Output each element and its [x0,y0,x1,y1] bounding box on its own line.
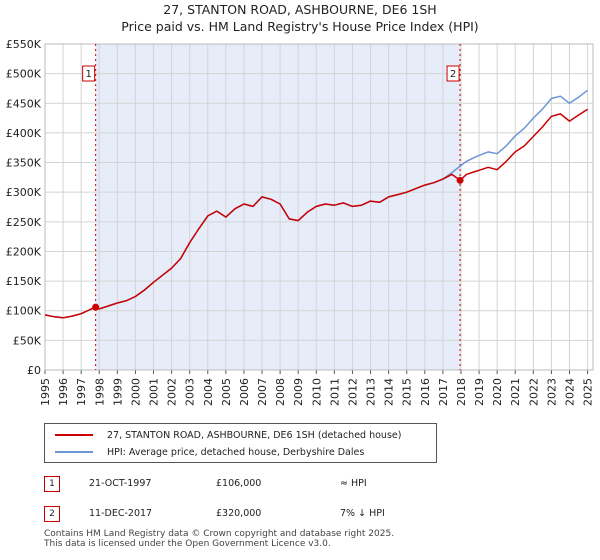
sale-date: 21-OCT-1997 [89,478,152,489]
sale-date: 11-DEC-2017 [89,508,153,519]
y-tick-label: £450K [6,97,42,110]
x-tick-label: 1999 [111,378,124,406]
x-tick-label: 2017 [437,378,450,406]
x-tick-label: 2011 [328,378,341,406]
y-tick-label: £0 [27,364,41,377]
legend-swatch-hpi [55,451,93,453]
sale-annotation-box: 2 [446,65,460,82]
x-tick-label: 2009 [292,378,305,406]
x-tick-label: 2022 [527,378,540,406]
x-tick-label: 2020 [491,378,504,406]
price-paid-line [44,108,589,319]
annotation-box [82,65,96,82]
footer-attribution: Contains HM Land Registry data © Crown c… [44,529,394,549]
legend: 27, STANTON ROAD, ASHBOURNE, DE6 1SH (de… [44,423,437,463]
legend-label-hpi: HPI: Average price, detached house, Derb… [107,446,365,458]
x-tick-label: 2021 [509,378,522,406]
x-tick-label: 2016 [419,378,432,406]
sale-point [92,303,100,311]
legend-item-price: 27, STANTON ROAD, ASHBOURNE, DE6 1SH (de… [55,427,401,443]
y-tick-label: £100K [6,305,42,318]
legend-swatch-price [55,434,93,436]
sale-annotation-box: 1 [82,65,96,82]
x-tick-label: 1996 [57,378,70,406]
x-tick-label: 2001 [148,378,161,406]
x-tick-label: 2014 [383,378,396,406]
annotation-label: 2 [450,69,456,80]
x-tick-label: 2000 [129,378,142,406]
annotation-label: 1 [85,69,91,80]
y-tick-label: £50K [13,334,42,347]
x-tick-label: 2010 [310,378,323,406]
x-tick-label: 2018 [455,378,468,406]
x-tick-label: 2003 [184,378,197,406]
sale-hpi-comparison: 7% ↓ HPI [340,508,385,519]
x-tick-label: 2004 [202,378,215,406]
x-tick-label: 2005 [220,378,233,406]
x-tick-label: 2007 [256,378,269,406]
y-tick-label: £200K [6,245,42,258]
x-tick-label: 1998 [93,378,106,406]
sale-point [456,176,464,184]
ownership-shade [95,44,461,370]
sale-row: 2 11-DEC-2017 £320,000 7% ↓ HPI [44,506,444,522]
x-tick-label: 2013 [365,378,378,406]
footer-line-2: This data is licensed under the Open Gov… [44,539,331,549]
x-tick-label: 2006 [238,378,251,406]
price-chart: £0 £50K £100K £150K £200K £250K £300K £350K £400… [6,38,595,406]
x-tick-label: 2015 [401,378,414,406]
x-tick-label: 1997 [75,378,88,406]
x-tick-label: 2012 [346,378,359,406]
legend-item-hpi: HPI: Average price, detached house, Derb… [55,444,364,460]
sale-price: £320,000 [216,508,262,519]
sale-hpi-comparison: ≈ HPI [340,478,367,489]
sale-price: £106,000 [216,478,262,489]
y-tick-label: £350K [6,157,42,170]
x-tick-label: 2002 [166,378,179,406]
sale-marker-badge: 2 [44,506,60,522]
legend-label-price: 27, STANTON ROAD, ASHBOURNE, DE6 1SH (de… [107,429,402,441]
x-tick-label: 2024 [563,378,576,406]
y-tick-label: £550K [6,38,42,51]
x-tick-label: 2019 [473,378,486,406]
x-tick-label: 2023 [545,378,558,406]
x-tick-label: 2025 [582,378,595,406]
x-tick-label: 2008 [274,378,287,406]
y-tick-label: £500K [6,68,42,81]
plot-frame [44,43,594,371]
y-tick-label: £400K [6,127,42,140]
sale-row: 1 21-OCT-1997 £106,000 ≈ HPI [44,476,444,492]
y-tick-label: £150K [6,275,42,288]
chart-title: 27, STANTON ROAD, ASHBOURNE, DE6 1SH [163,2,437,17]
sale-marker-badge: 1 [44,476,60,492]
footer-line-1: Contains HM Land Registry data © Crown c… [44,529,395,539]
annotation-box [446,65,460,82]
x-tick-label: 1995 [39,378,52,406]
y-tick-label: £300K [6,186,42,199]
y-tick-label: £250K [6,216,42,229]
chart-subtitle: Price paid vs. HM Land Registry's House … [121,19,479,34]
